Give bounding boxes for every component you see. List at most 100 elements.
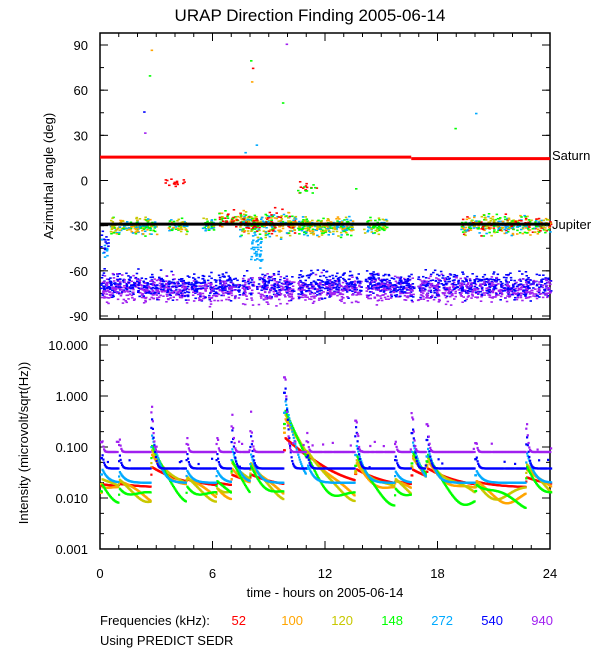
data-point-120khz xyxy=(177,218,180,221)
data-point-540khz xyxy=(145,286,148,289)
data-point-540khz xyxy=(480,287,484,290)
data-point-940khz xyxy=(365,290,368,292)
data-point-940khz xyxy=(116,280,120,282)
data-point-540khz xyxy=(408,285,412,288)
data-point-100khz xyxy=(167,227,171,229)
data-point-148khz xyxy=(251,217,254,220)
data-point-540khz xyxy=(261,277,264,280)
data-point-940khz xyxy=(532,283,535,286)
data-point-940khz xyxy=(211,288,214,291)
data-point-272khz xyxy=(131,232,135,234)
data-point-272khz xyxy=(335,228,338,230)
data-point-940khz xyxy=(165,280,168,282)
data-point-540khz xyxy=(326,279,329,281)
data-point-940khz xyxy=(519,294,523,297)
data-point-540khz xyxy=(441,274,445,277)
data-point-540khz xyxy=(133,282,136,285)
data-point-148khz xyxy=(142,228,146,230)
data-point-120khz xyxy=(111,221,115,223)
data-point-52khz xyxy=(548,225,552,228)
data-point-940khz xyxy=(285,278,289,280)
data-point-148khz xyxy=(537,231,541,233)
data-point-940khz xyxy=(452,286,455,288)
data-point-540khz xyxy=(132,293,135,295)
data-point-120khz xyxy=(369,219,372,222)
data-point-940khz xyxy=(233,286,236,288)
data-point-540khz xyxy=(286,281,289,283)
data-point-940khz xyxy=(161,291,164,293)
data-point-52khz xyxy=(232,209,236,211)
data-point-540khz xyxy=(120,291,124,293)
data-point-148khz xyxy=(323,226,326,229)
data-point-120khz xyxy=(516,220,520,222)
data-point-940khz xyxy=(506,274,510,277)
data-point-940khz xyxy=(155,294,159,296)
data-point-52khz xyxy=(182,179,186,181)
data-point-148khz xyxy=(203,226,206,229)
data-point-540khz xyxy=(119,283,122,285)
data-point-120khz xyxy=(323,230,326,232)
data-point-940khz xyxy=(501,285,505,287)
data-point-540khz xyxy=(272,273,276,275)
data-point-940khz xyxy=(279,302,282,305)
data-point-940khz xyxy=(375,284,379,287)
data-point-540khz xyxy=(316,291,319,293)
data-point-940khz xyxy=(241,303,245,305)
data-point-100khz xyxy=(119,219,122,222)
data-point-540khz xyxy=(334,275,338,278)
data-point-120khz xyxy=(464,231,467,234)
data-point-940khz xyxy=(427,277,431,280)
data-point-940khz xyxy=(268,291,271,293)
data-point-940khz xyxy=(437,278,440,280)
data-point-148khz xyxy=(372,226,375,228)
data-point-52khz xyxy=(304,185,308,187)
data-point-540khz xyxy=(399,286,403,289)
data-point-540khz xyxy=(508,288,511,291)
data-point-540khz xyxy=(402,287,405,289)
data-point-940khz xyxy=(406,292,409,294)
data-point-940khz xyxy=(227,299,231,301)
data-point-540khz xyxy=(163,287,166,289)
data-point-540khz xyxy=(129,287,132,290)
data-point-940khz xyxy=(391,286,394,288)
data-point-120khz xyxy=(293,217,296,220)
data-point-940khz xyxy=(290,295,294,298)
data-point-540khz xyxy=(470,283,473,285)
data-point-540khz xyxy=(307,277,311,279)
data-point-540khz xyxy=(526,285,530,287)
data-point-540khz xyxy=(168,294,171,296)
data-point-540khz xyxy=(328,275,331,278)
data-point-540khz xyxy=(422,275,425,278)
data-point-940khz xyxy=(329,295,333,298)
data-point-100khz xyxy=(303,220,307,222)
data-point-148khz xyxy=(153,227,156,229)
data-point-940khz xyxy=(548,289,551,292)
data-point-940khz xyxy=(411,277,414,279)
data-point-148khz xyxy=(239,213,243,216)
data-point-540khz xyxy=(304,283,307,286)
data-point-540khz xyxy=(270,287,273,289)
data-point-940khz xyxy=(332,293,335,295)
data-point-540khz xyxy=(102,238,106,241)
data-point-540khz xyxy=(379,279,382,282)
data-point-540khz xyxy=(419,289,422,291)
data-point-540khz xyxy=(140,277,144,279)
data-point-120khz xyxy=(363,232,367,234)
data-point-940khz xyxy=(287,294,290,296)
data-point-940khz xyxy=(495,294,498,297)
data-point-540khz xyxy=(458,292,462,294)
data-point-540khz xyxy=(194,290,197,292)
data-point-120khz xyxy=(484,219,488,221)
data-point-540khz xyxy=(322,274,326,277)
data-point-940khz xyxy=(342,286,345,288)
data-point-540khz xyxy=(492,271,496,273)
data-point-540khz xyxy=(357,273,360,275)
data-point-540khz xyxy=(511,284,515,286)
data-point-100khz xyxy=(221,225,224,228)
data-point-940khz xyxy=(447,291,451,293)
data-point-940khz xyxy=(266,301,269,304)
data-point-272khz xyxy=(497,228,500,230)
data-point-100khz xyxy=(548,226,551,229)
data-point-940khz xyxy=(357,291,361,294)
data-point-940khz xyxy=(164,289,168,292)
